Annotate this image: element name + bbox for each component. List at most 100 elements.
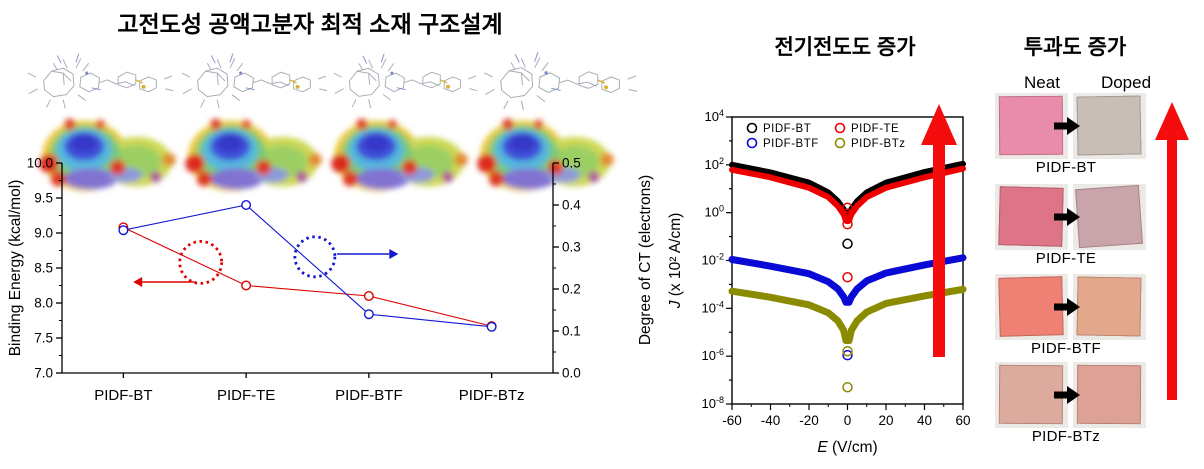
legend-label: PIDF-BTz [851, 138, 905, 150]
legend-label: PIDF-TE [851, 123, 899, 135]
doped-film-square [1076, 364, 1142, 425]
left-axis-tick-label: 7.5 [34, 331, 53, 346]
molecule-structures-row [27, 51, 638, 111]
series-line-Binding Energy [123, 226, 492, 327]
legend-marker-PIDF-TE [834, 122, 846, 134]
legend-marker-PIDF-BT [746, 122, 758, 134]
outlier-point-PIDF-BTz [842, 346, 853, 357]
film-row-PIDF-TE: PIDF-TE [993, 184, 1153, 272]
film-row-PIDF-BT: PIDF-BT [993, 93, 1153, 181]
y-tick-label: 10-8 [702, 395, 724, 411]
outlier-point-PIDF-TE [842, 208, 853, 220]
doped-film-square [1076, 276, 1142, 337]
outlier-point-PIDF-TE [842, 271, 853, 283]
x-tick-label: -20 [799, 413, 819, 428]
blue-dotted-circle-annotation [293, 235, 337, 279]
data-point-Binding Energy [241, 280, 252, 291]
category-label: PIDF-BTz [459, 387, 525, 404]
y-tick-label: 10-6 [702, 347, 724, 363]
y-tick-label: 104 [705, 108, 724, 124]
data-point-Degree of CT [241, 200, 252, 211]
left-panel-title: 고전도성 공액고분자 최적 소재 구조설계 [117, 11, 503, 37]
left-axis-tick-label: 8.0 [34, 296, 53, 311]
left-axis-pointer-arrow [133, 277, 143, 287]
doped-film-photo [1073, 274, 1146, 340]
left-axis-tick-label: 10.0 [27, 156, 53, 171]
x-tick-label: -60 [722, 413, 742, 428]
outlier-point-PIDF-BTz [842, 382, 853, 393]
right-axis-tick-label: 0.2 [562, 282, 581, 297]
film-row-label: PIDF-BT [1035, 159, 1097, 176]
data-point-Degree of CT [118, 225, 129, 236]
legend-label: PIDF-BT [763, 123, 811, 135]
jv-curve-PIDF-BTF [728, 254, 967, 306]
legend-marker-PIDF-BTF [746, 137, 758, 149]
left-axis-tick-label: 9.5 [34, 191, 53, 206]
red-dotted-circle-annotation [178, 240, 224, 285]
right-axis-tick-label: 0.4 [562, 198, 581, 213]
right-axis-tick-label: 0.1 [562, 324, 581, 339]
film-row-label: PIDF-BTF [1031, 340, 1101, 357]
film-row-label: PIDF-BTz [1031, 428, 1101, 445]
doped-film-square [1075, 184, 1143, 249]
x-axis-title: E (V/cm) [817, 439, 877, 456]
left-axis-title: Binding Energy (kcal/mol) [7, 180, 24, 357]
doped-film-photo [1073, 93, 1146, 159]
current-density-field-chart: 104 102 100 10-2 10-4 10-6 10-8 -60 -40 -20 0 20 40 6… [667, 104, 971, 456]
data-point-Binding Energy [363, 290, 374, 301]
doped-film-square [1076, 95, 1142, 156]
doped-film-photo [1073, 362, 1146, 428]
right-axis-tick-label: 0.5 [562, 156, 581, 171]
outlier-point-PIDF-TE [842, 218, 853, 230]
neat-to-doped-arrow-icon [1054, 386, 1080, 404]
doped-column-label: Doped [1100, 73, 1152, 92]
right-axis-tick-label: 0.0 [562, 366, 581, 381]
legend-marker-PIDF-BTz [834, 137, 846, 149]
right-axis-tick-label: 0.3 [562, 240, 581, 255]
conductivity-increase-arrow [921, 104, 957, 357]
right-axis-pointer-arrow [389, 249, 399, 259]
series-line-Degree of CT [123, 204, 492, 328]
doped-film-photo [1073, 184, 1146, 250]
x-tick-label: 0 [844, 413, 852, 428]
neat-to-doped-arrow-icon [1054, 208, 1080, 226]
category-label: PIDF-BT [94, 387, 152, 404]
binding-energy-ct-chart: 10.0 9.5 9.0 8.5 8.0 7.5 7.0 0.5 0.4 0.3 0.2 0.1 0.0… [7, 156, 654, 405]
molecule-wireframe-1 [27, 52, 174, 110]
y-tick-label: 10-2 [702, 252, 724, 268]
outlier-point-PIDF-TE [842, 202, 853, 214]
film-row-PIDF-BTz: PIDF-BTz [993, 362, 1153, 450]
outlier-point-PIDF-TE [842, 213, 853, 225]
legend-label: PIDF-BTF [763, 138, 819, 150]
y-tick-label: 102 [705, 156, 724, 172]
x-tick-label: -40 [761, 413, 781, 428]
x-tick-label: 60 [955, 413, 970, 428]
molecule-wireframe-3 [333, 53, 478, 109]
neat-to-doped-arrow-icon [1054, 117, 1080, 135]
transmittance-increase-arrow [1155, 102, 1189, 400]
outlier-point-PIDF-BTF [842, 349, 853, 361]
data-point-Degree of CT [486, 321, 497, 332]
right-panel-title: 투과도 증가 [1023, 36, 1127, 59]
jv-curve-PIDF-BT [729, 160, 966, 217]
y-tick-label: 100 [705, 204, 724, 220]
jv-curve-PIDF-BTz [728, 285, 967, 345]
left-axis-tick-label: 9.0 [34, 226, 53, 241]
molecule-wireframe-2 [181, 52, 328, 110]
outlier-point-PIDF-BT [842, 238, 853, 250]
film-row-PIDF-BTF: PIDF-BTF [993, 274, 1153, 362]
middle-panel-title: 전기전도도 증가 [774, 36, 916, 59]
film-row-label: PIDF-TE [1035, 250, 1097, 267]
y-axis-title: J (x 10² A/cm) [667, 213, 684, 310]
x-tick-label: 40 [917, 413, 932, 428]
left-axis-tick-label: 8.5 [34, 261, 53, 276]
plot-frame [731, 116, 964, 405]
molecule-wireframe-4 [483, 51, 638, 111]
left-axis-tick-label: 7.0 [34, 366, 53, 381]
right-axis-title: Degree of CT (electrons) [637, 175, 654, 345]
x-tick-label: 20 [878, 413, 893, 428]
y-tick-label: 10-4 [702, 299, 724, 315]
category-label: PIDF-BTF [335, 387, 403, 404]
neat-column-label: Neat [1024, 73, 1060, 92]
